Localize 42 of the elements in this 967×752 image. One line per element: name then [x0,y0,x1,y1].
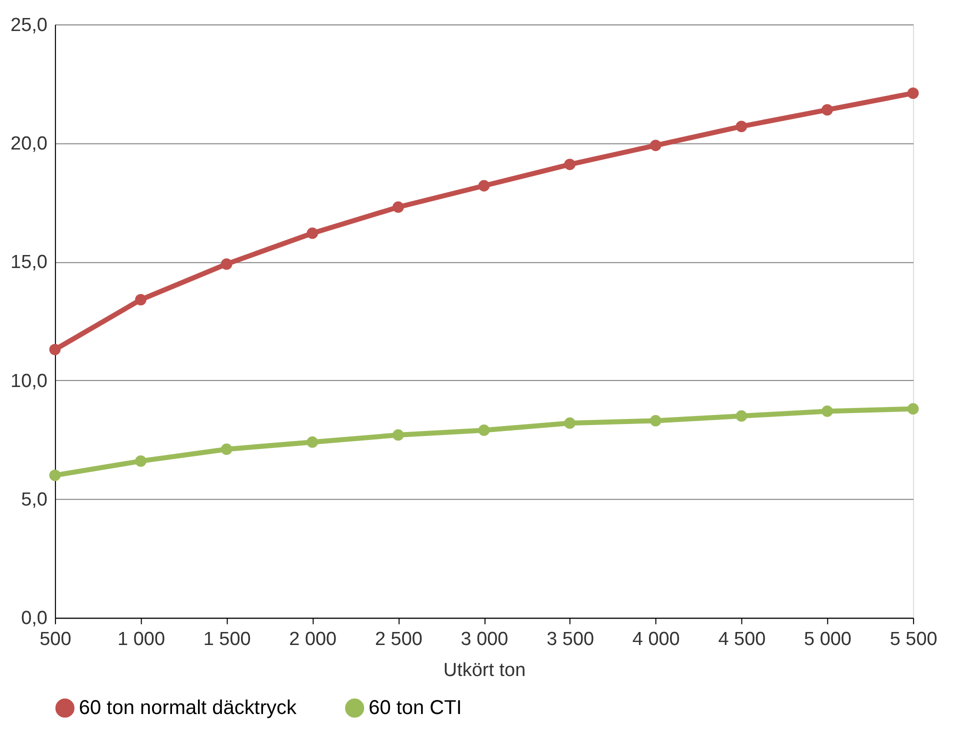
point [135,294,146,306]
point [392,429,404,441]
point [49,344,61,356]
point [135,455,146,467]
point [306,436,318,448]
legend-label: 60 ton normalt däcktryck [78,697,298,720]
point [564,417,576,429]
point [478,424,490,436]
x-axis-title: Utkört ton [443,660,526,682]
point [650,140,662,152]
legend-label: 60 ton CTI [368,697,462,720]
point [564,158,576,170]
y-tick-label: 20,0 [10,134,48,155]
x-tick-label: 5 000 [804,629,852,650]
x-tick-label: 5 500 [890,629,938,650]
point [650,415,662,426]
x-tick-label: 1 000 [118,629,165,650]
point [306,228,318,239]
x-tick-label: 4 000 [632,629,680,650]
point [478,180,490,192]
y-tick-label: 15,0 [10,252,48,274]
point [822,406,833,417]
point [736,410,748,422]
point [907,88,919,99]
point [220,258,232,270]
x-tick-label: 3 000 [460,629,508,650]
x-tick-label: 4 500 [718,629,766,650]
y-tick-label: 0,0 [21,608,48,630]
x-tick-label: 2 500 [374,629,422,650]
y-tick-label: 25,0 [10,14,48,36]
point [822,104,833,116]
point [392,201,404,213]
x-tick-label: 3 500 [546,629,594,650]
point [907,403,919,415]
x-tick-label: 1 500 [203,629,251,650]
point [220,444,232,455]
x-tick-label: 500 [40,629,72,650]
x-tick-label: 2 000 [289,629,337,650]
y-tick-label: 5,0 [21,490,48,511]
point [736,120,748,132]
y-tick-label: 10,0 [10,370,48,392]
point [49,470,61,482]
